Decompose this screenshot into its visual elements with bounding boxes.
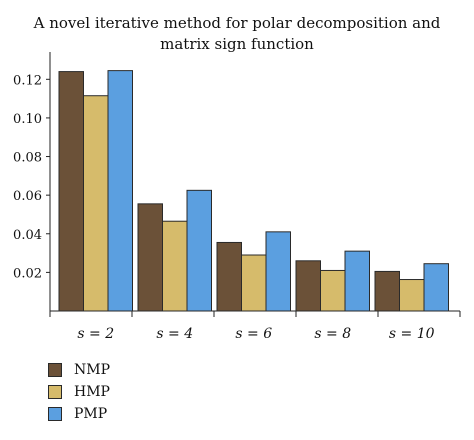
legend-swatch-nmp [48,363,62,377]
chart-title-line-1: A novel iterative method for polar decom… [33,14,441,32]
bar-hmp-4 [320,269,346,312]
bar-pmp-3 [265,231,291,312]
y-tick-label: 0.04 [13,228,42,243]
x-tick-label: s = 4 [156,326,193,342]
bar-nmp-4 [295,260,321,312]
bar-hmp-2 [162,220,188,312]
legend-swatch-hmp [48,385,62,399]
x-tick-label: s = 8 [314,326,351,342]
bar-hmp-3 [241,254,267,312]
bar-pmp-2 [186,189,212,312]
y-tick-label: 0.10 [13,112,42,127]
legend-label-pmp: PMP [74,406,108,422]
y-tick-label: 0.02 [13,266,42,281]
bar-hmp-5 [399,279,425,312]
bar-nmp-1 [58,71,84,312]
bar-pmp-5 [423,263,449,312]
x-tick-label: s = 10 [389,326,435,342]
legend-swatch-pmp [48,407,62,421]
bar-pmp-1 [107,70,133,312]
bar-hmp-1 [83,95,109,312]
legend-label-hmp: HMP [74,384,110,400]
y-tick-label: 0.12 [13,73,42,88]
bar-nmp-3 [216,241,242,312]
bar-pmp-4 [344,250,370,312]
legend-label-nmp: NMP [74,362,111,378]
chart-title-line-2: matrix sign function [160,35,314,53]
y-tick-label: 0.06 [13,189,42,204]
x-tick-label: s = 6 [235,326,272,342]
bar-nmp-2 [137,203,163,312]
y-tick-label: 0.08 [13,151,42,166]
bar-nmp-5 [374,270,400,312]
x-tick-label: s = 2 [77,326,114,342]
